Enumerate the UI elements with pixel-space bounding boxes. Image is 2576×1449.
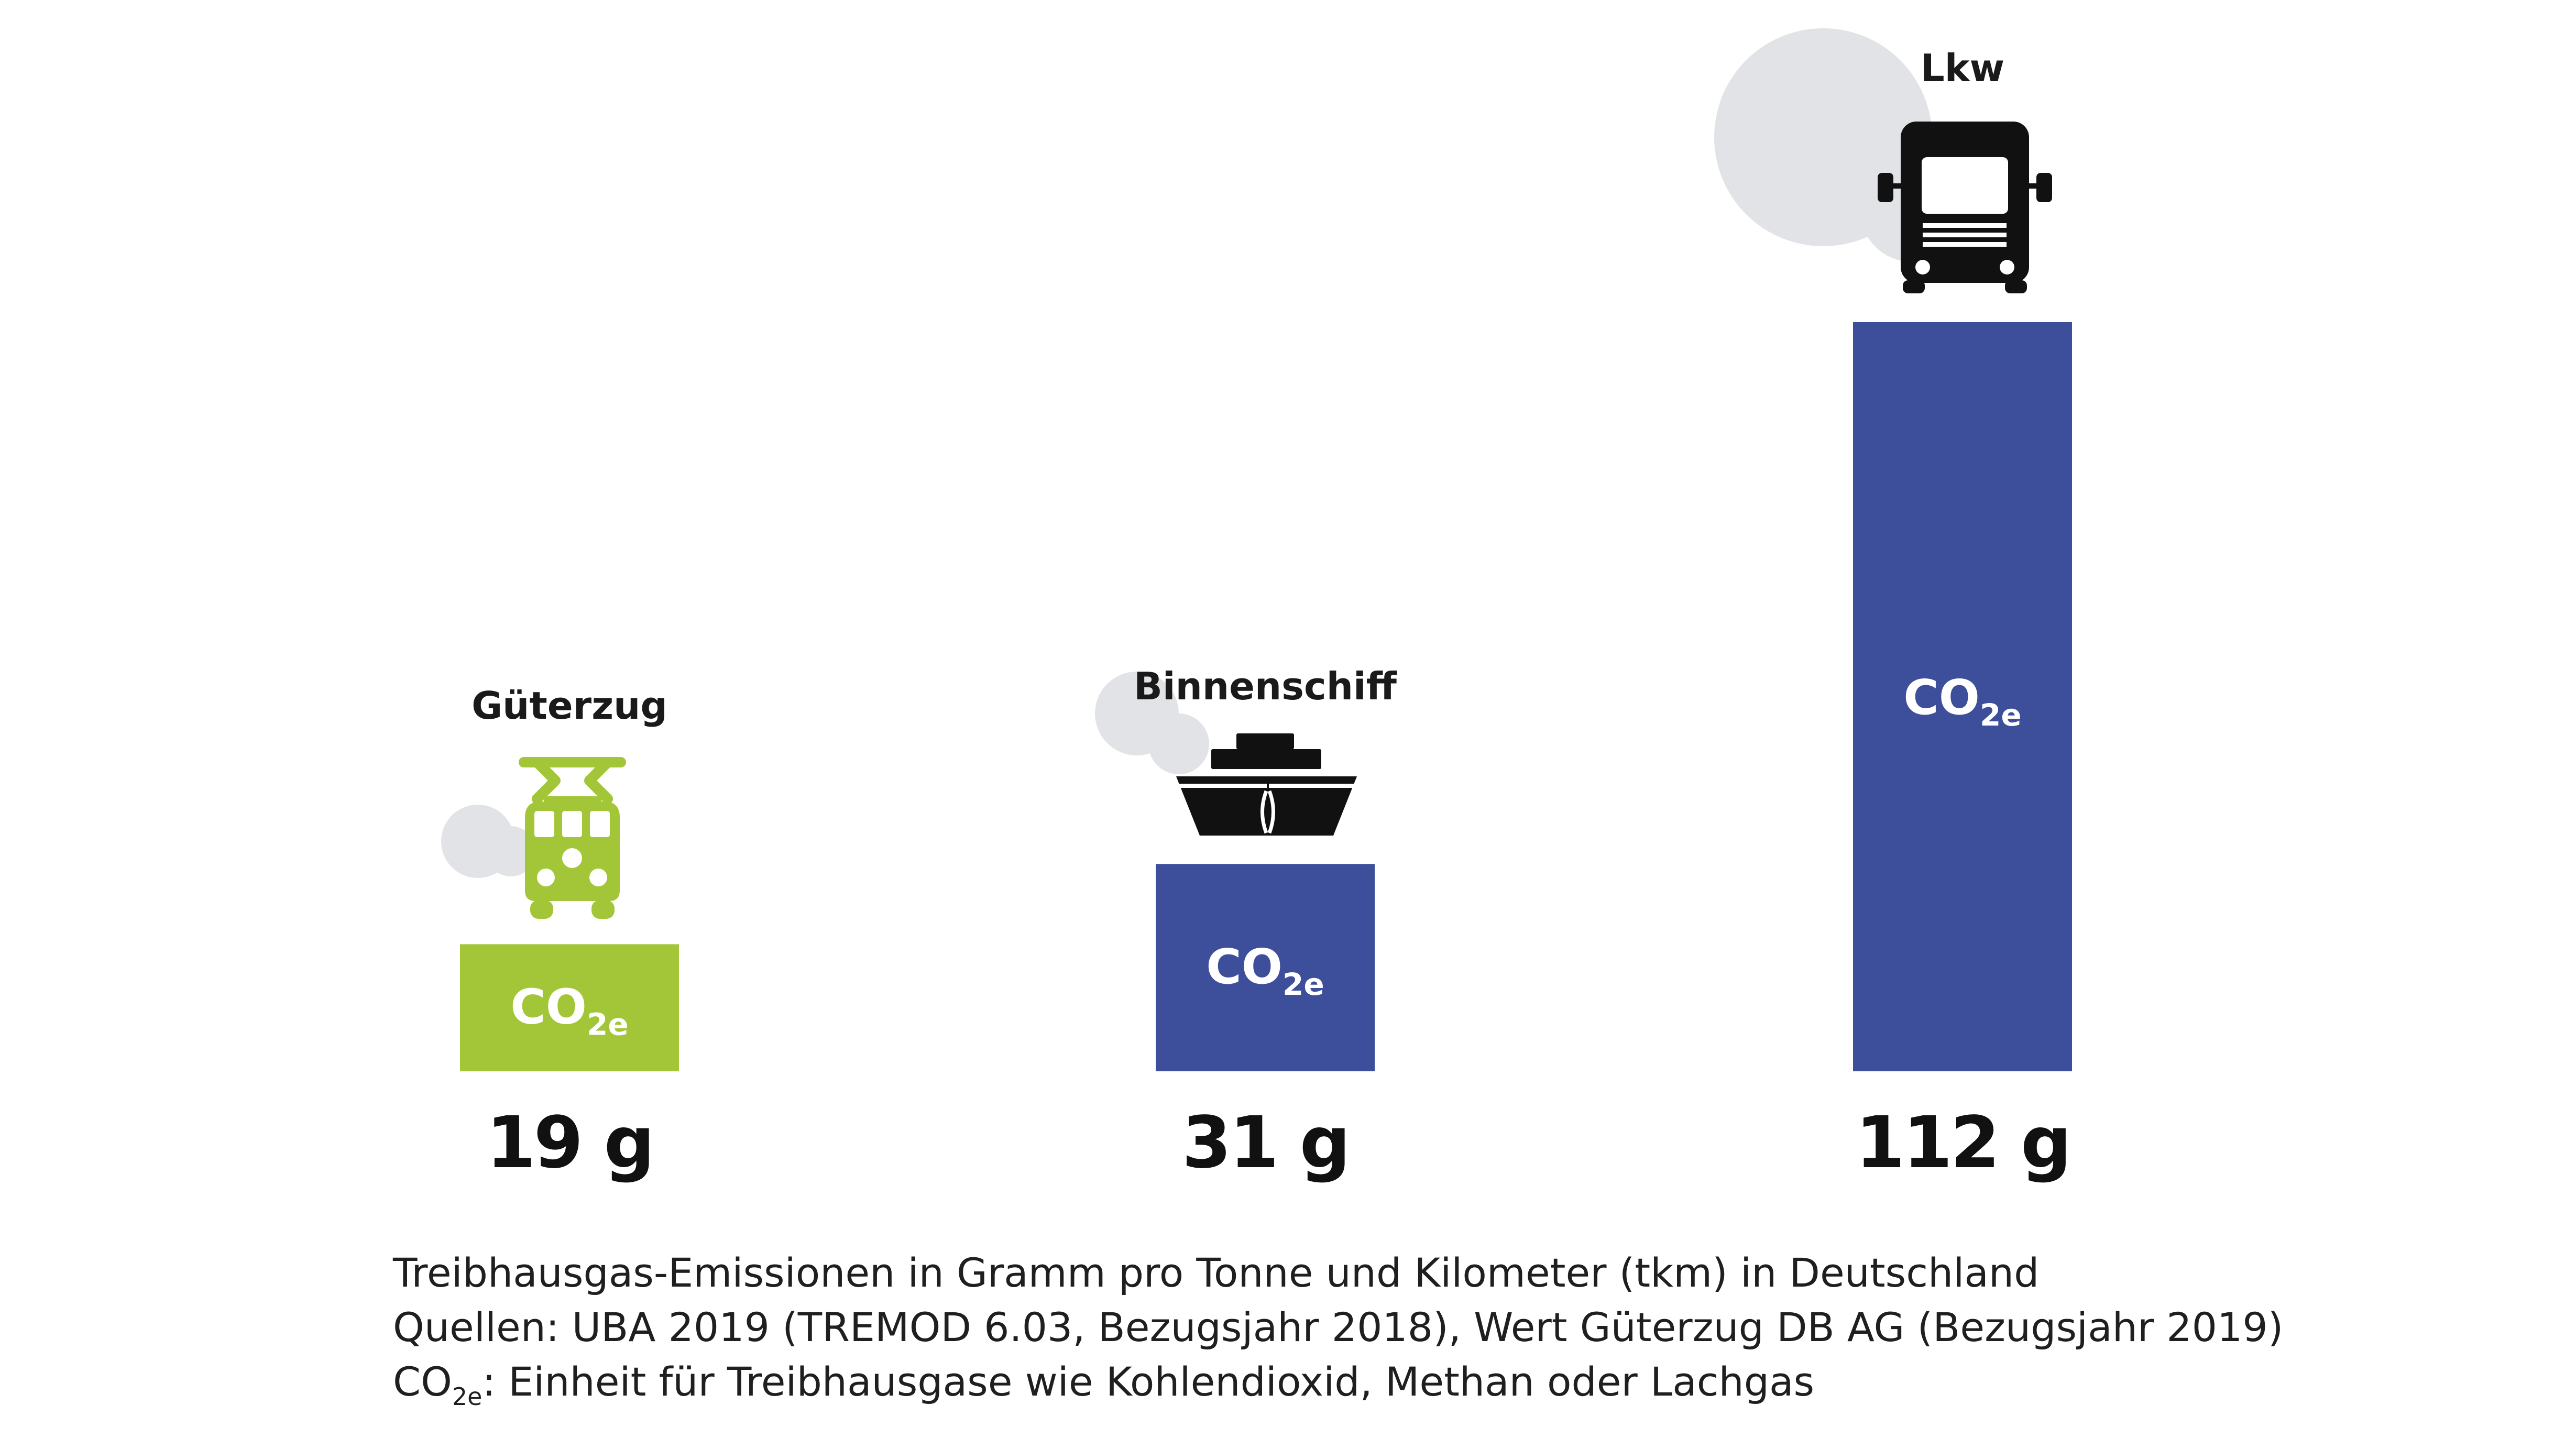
bar-co2-subscript: 2e xyxy=(587,1007,629,1042)
smoke-clouds xyxy=(441,28,1965,878)
bar-2 xyxy=(1156,864,1375,1071)
value-label-1: 19 g xyxy=(486,1102,653,1184)
category-labels: Güterzug Binnenschiff Lkw xyxy=(472,46,2004,728)
footnote-co2-subscript: 2e xyxy=(452,1382,483,1411)
inland-ship-icon xyxy=(1176,733,1357,836)
footnote-description: Treibhausgas-Emissionen in Gramm pro Ton… xyxy=(393,1249,2040,1296)
value-labels: 19 g 31 g 112 g xyxy=(486,1102,2071,1184)
bar-co2e-label-1: CO2e xyxy=(510,979,628,1042)
category-label-1: Güterzug xyxy=(472,684,667,728)
bar-co2-text: CO xyxy=(510,979,587,1035)
value-label-2: 31 g xyxy=(1182,1102,1349,1184)
train-smoke-cloud-small xyxy=(486,826,536,876)
category-label-2: Binnenschiff xyxy=(1134,664,1397,708)
freight-train-icon xyxy=(519,757,626,919)
bar-co2-text: CO xyxy=(1903,669,1980,726)
bar-co2-subscript: 2e xyxy=(1980,697,2022,733)
ship-smoke-cloud-small xyxy=(1148,713,1209,774)
bar-co2-text: CO xyxy=(1206,939,1282,995)
footnote-sources: Quellen: UBA 2019 (TREMOD 6.03, Bezugsja… xyxy=(393,1304,2284,1351)
bar-3 xyxy=(1853,322,2072,1071)
category-label-3: Lkw xyxy=(1921,46,2004,90)
bar-co2e-label-3: CO2e xyxy=(1903,669,2021,733)
footnote-co2e-definition: CO2e: Einheit für Treibhausgase wie Kohl… xyxy=(393,1355,2541,1409)
truck-icon xyxy=(1878,122,2052,293)
bar-co2e-label-2: CO2e xyxy=(1206,939,1324,1002)
footnote-co2e-text: : Einheit für Treibhausgase wie Kohlendi… xyxy=(482,1358,1815,1405)
bar-co2-subscript: 2e xyxy=(1282,967,1324,1002)
footnote-co2-prefix: CO xyxy=(393,1358,452,1405)
footnotes: Treibhausgas-Emissionen in Gramm pro Ton… xyxy=(393,1246,2541,1409)
value-label-3: 112 g xyxy=(1856,1102,2070,1184)
bar-1 xyxy=(460,944,679,1071)
